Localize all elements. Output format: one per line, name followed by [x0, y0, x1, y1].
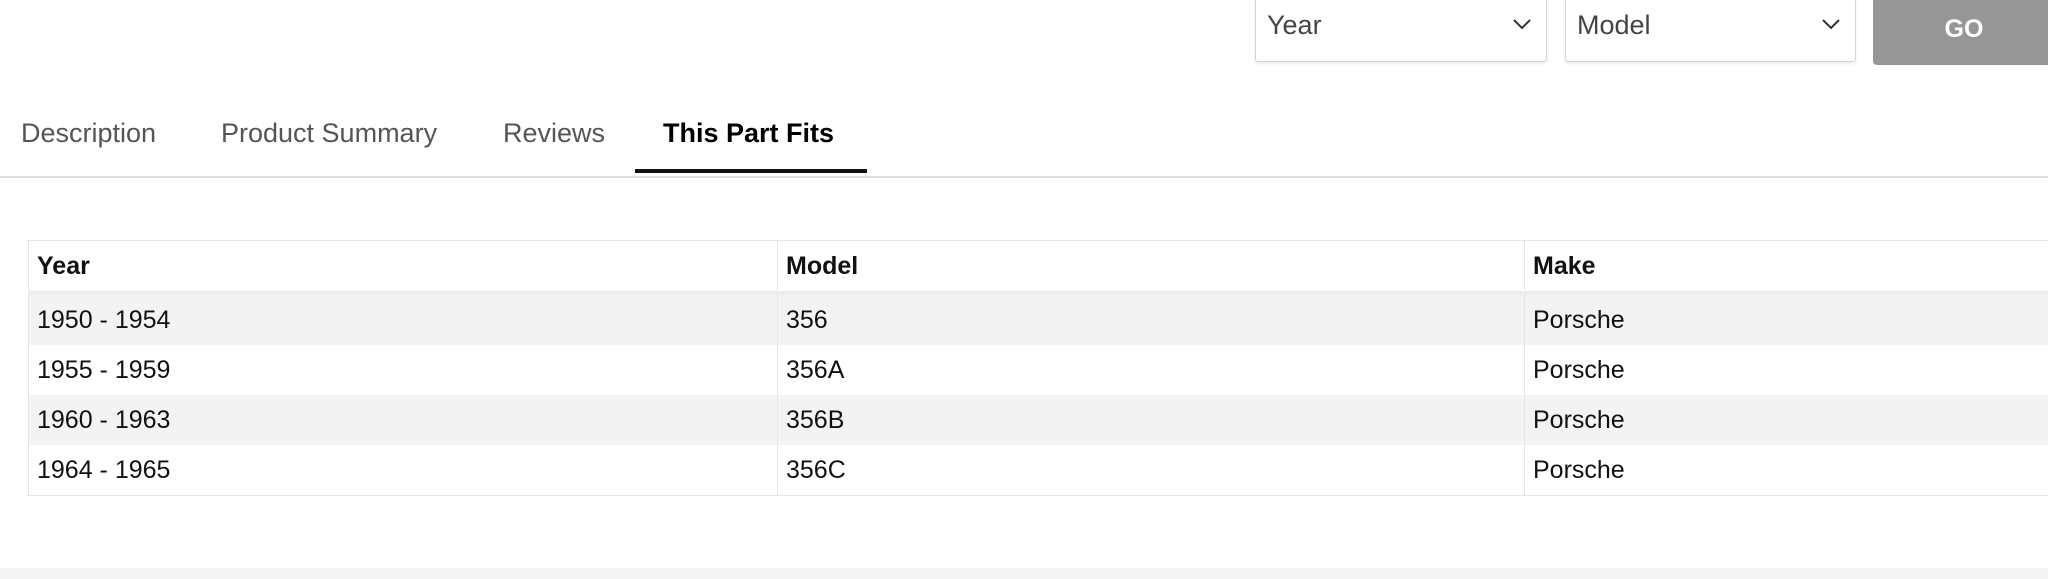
tab-bar: Description Product Summary Reviews This… [0, 100, 2048, 178]
tab-this-part-fits[interactable]: This Part Fits [663, 118, 835, 148]
cell-make: Porsche [1524, 395, 2048, 445]
table-row: 1955 - 1959 356A Porsche [28, 345, 2048, 395]
table-header-row: Year Model Make [28, 240, 2048, 295]
active-tab-indicator [635, 169, 867, 173]
column-header-model: Model [777, 240, 1525, 295]
tab-description[interactable]: Description [21, 118, 157, 148]
fitment-table: Year Model Make 1950 - 1954 356 Porsche … [28, 240, 2048, 496]
go-button[interactable]: GO [1873, 0, 2048, 65]
table-row: 1960 - 1963 356B Porsche [28, 395, 2048, 445]
chevron-down-icon [1822, 19, 1840, 30]
cell-model: 356C [777, 445, 1525, 496]
cell-make: Porsche [1524, 445, 2048, 496]
cell-model: 356 [777, 293, 1525, 345]
chevron-down-icon [1513, 19, 1531, 30]
cell-year: 1955 - 1959 [28, 345, 778, 395]
year-select-value: Year [1267, 10, 1322, 40]
year-select[interactable]: Year [1255, 0, 1547, 62]
column-header-year: Year [28, 240, 778, 295]
table-row: 1950 - 1954 356 Porsche [28, 293, 2048, 345]
cell-make: Porsche [1524, 345, 2048, 395]
tab-product-summary[interactable]: Product Summary [221, 118, 438, 148]
cell-model: 356A [777, 345, 1525, 395]
table-row: 1964 - 1965 356C Porsche [28, 445, 2048, 496]
cell-make: Porsche [1524, 293, 2048, 345]
cell-year: 1960 - 1963 [28, 395, 778, 445]
cell-model: 356B [777, 395, 1525, 445]
model-select[interactable]: Model [1565, 0, 1856, 62]
model-select-value: Model [1577, 10, 1651, 40]
column-header-make: Make [1524, 240, 2048, 295]
cell-year: 1964 - 1965 [28, 445, 778, 496]
cell-year: 1950 - 1954 [28, 293, 778, 345]
footer-divider [0, 568, 2048, 579]
tab-reviews[interactable]: Reviews [503, 118, 606, 148]
